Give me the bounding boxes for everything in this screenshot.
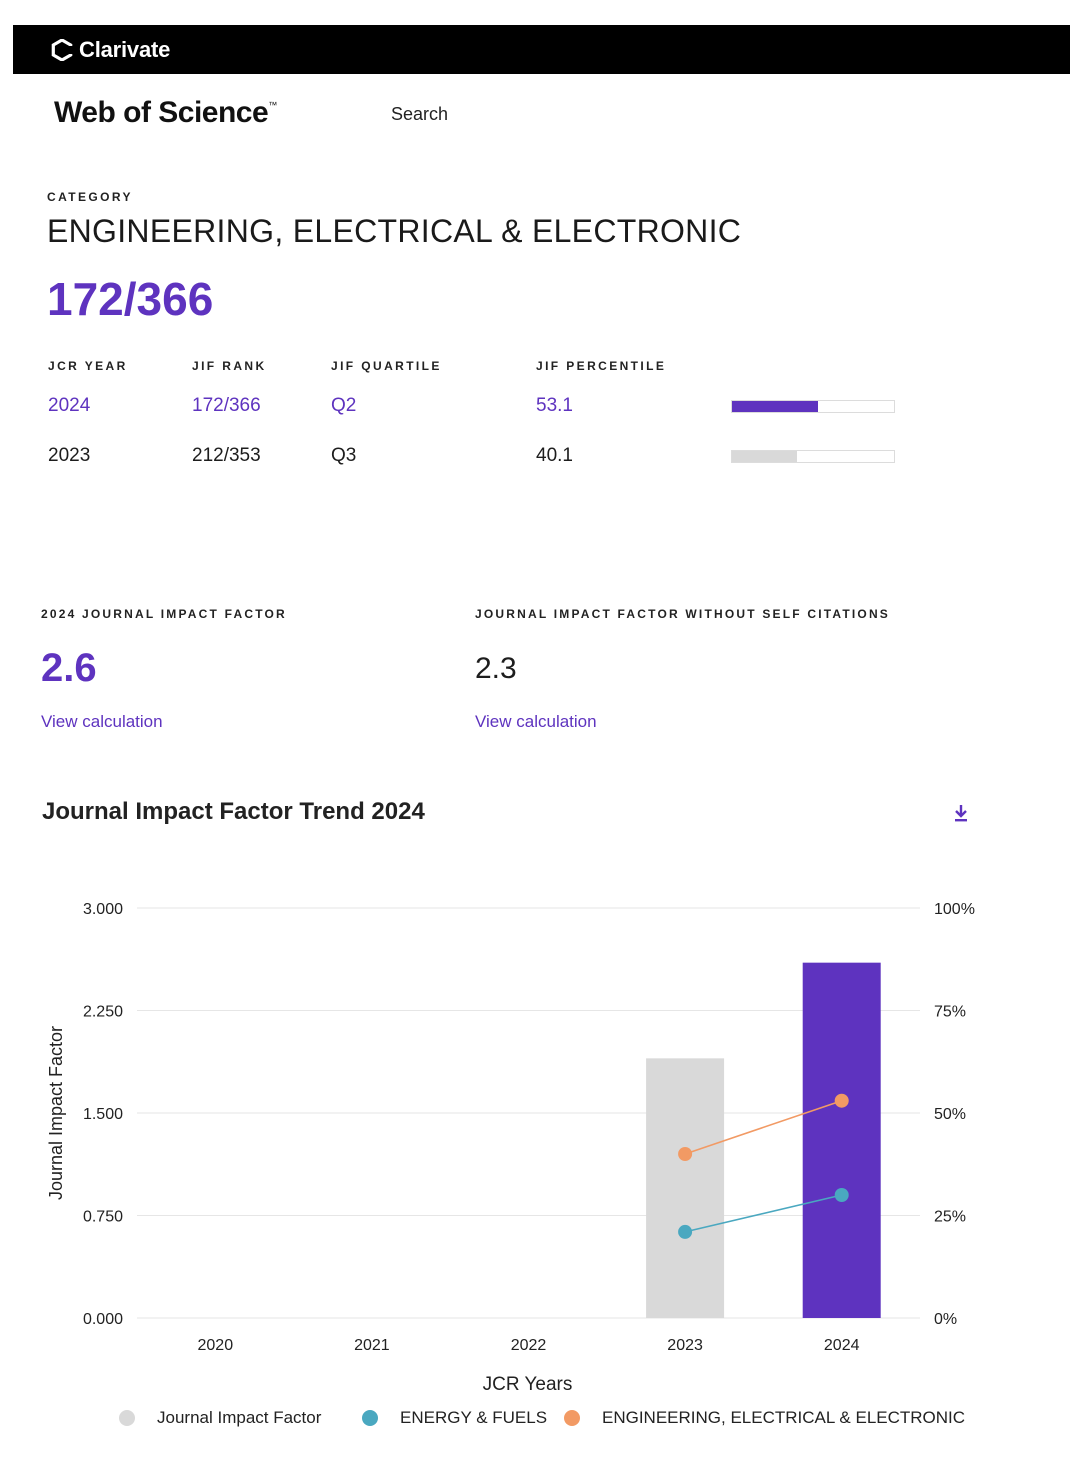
trademark: ™ xyxy=(268,100,277,110)
x-tick-label: 2022 xyxy=(511,1337,547,1354)
col-header-jcr-year: JCR YEAR xyxy=(48,359,128,373)
percentile-bar xyxy=(731,450,895,463)
y-axis-label: Journal Impact Factor xyxy=(46,1026,66,1200)
product-name: Web of Science xyxy=(54,96,269,129)
col-header-jif-percentile: JIF PERCENTILE xyxy=(536,359,667,373)
row-rank: 212/353 xyxy=(192,445,261,466)
jif-bar xyxy=(802,962,881,1318)
col-header-jif-rank: JIF RANK xyxy=(192,359,267,373)
top-brand-bar: Clarivate xyxy=(13,25,1070,74)
row-quartile: Q2 xyxy=(331,395,357,416)
jif-trend-chart: 3.000 2.250 1.500 0.750 0.000 100% 75% 50% 25% 0%… xyxy=(46,901,975,1395)
series-line xyxy=(684,1099,842,1155)
view-calculation-link[interactable]: View calculation xyxy=(41,712,163,731)
search-nav-link[interactable]: Search xyxy=(391,104,449,124)
row-year: 2023 xyxy=(48,445,91,466)
x-axis-label: JCR Years xyxy=(483,1374,573,1395)
brand-name: Clarivate xyxy=(79,36,171,62)
view-calculation-no-self-link[interactable]: View calculation xyxy=(475,712,597,731)
y-tick-label: 0.000 xyxy=(83,1311,123,1328)
series-point xyxy=(834,1093,849,1108)
legend-item-jif[interactable]: Journal Impact Factor xyxy=(119,1408,321,1428)
legend-item-energy[interactable]: ENERGY & FUELS xyxy=(362,1408,547,1428)
row-quartile: Q3 xyxy=(331,445,357,466)
jif-no-self-value: 2.3 xyxy=(475,652,517,685)
y2-tick-label: 50% xyxy=(934,1106,966,1123)
percentile-bar-fill xyxy=(732,451,797,462)
jif-label: 2024 JOURNAL IMPACT FACTOR xyxy=(41,607,287,621)
clarivate-logo[interactable]: Clarivate xyxy=(51,37,170,63)
web-of-science-logo[interactable]: Web of Science™ xyxy=(54,96,277,130)
category-name: ENGINEERING, ELECTRICAL & ELECTRONIC xyxy=(47,213,742,249)
series-point xyxy=(678,1224,693,1239)
row-percentile: 40.1 xyxy=(536,445,573,466)
x-tick-label: 2024 xyxy=(824,1337,860,1354)
jif-value: 2.6 xyxy=(41,646,97,690)
legend-label: ENERGY & FUELS xyxy=(400,1408,548,1427)
legend-label: ENGINEERING, ELECTRICAL & ELECTRONIC xyxy=(602,1408,966,1427)
x-tick-label: 2023 xyxy=(667,1337,703,1354)
legend-dot xyxy=(362,1410,378,1426)
row-percentile: 53.1 xyxy=(536,395,573,416)
row-year: 2024 xyxy=(48,395,91,416)
col-header-jif-quartile: JIF QUARTILE xyxy=(331,359,442,373)
y2-tick-label: 25% xyxy=(934,1209,966,1226)
category-rank: 172/366 xyxy=(47,273,214,325)
category-label: CATEGORY xyxy=(47,190,133,204)
y-tick-label: 1.500 xyxy=(83,1106,123,1123)
series-point xyxy=(678,1147,693,1161)
download-icon[interactable] xyxy=(950,802,972,824)
y2-tick-label: 100% xyxy=(934,901,975,918)
y2-tick-label: 75% xyxy=(934,1004,966,1021)
jif-no-self-label: JOURNAL IMPACT FACTOR WITHOUT SELF CITAT… xyxy=(475,607,891,621)
x-tick-label: 2020 xyxy=(198,1337,234,1354)
legend-dot xyxy=(119,1410,135,1426)
legend-label: Journal Impact Factor xyxy=(157,1408,322,1427)
trend-title: Journal Impact Factor Trend 2024 xyxy=(42,798,425,825)
series-point xyxy=(834,1188,849,1202)
legend-item-engineering[interactable]: ENGINEERING, ELECTRICAL & ELECTRONIC xyxy=(564,1408,965,1428)
clarivate-mark-icon xyxy=(51,38,73,61)
y-tick-label: 3.000 xyxy=(83,901,123,918)
jif-bar xyxy=(646,1058,725,1318)
x-tick-label: 2021 xyxy=(354,1337,390,1354)
y-tick-label: 0.750 xyxy=(83,1209,123,1226)
y-tick-label: 2.250 xyxy=(83,1004,123,1021)
series-line xyxy=(684,1194,842,1233)
row-rank: 172/366 xyxy=(192,395,261,416)
percentile-bar-fill xyxy=(732,401,819,412)
y2-tick-label: 0% xyxy=(934,1311,957,1328)
legend-dot xyxy=(564,1410,580,1426)
percentile-bar xyxy=(731,400,895,413)
chart-legend: Journal Impact Factor ENERGY & FUELS ENG… xyxy=(0,1408,1080,1438)
